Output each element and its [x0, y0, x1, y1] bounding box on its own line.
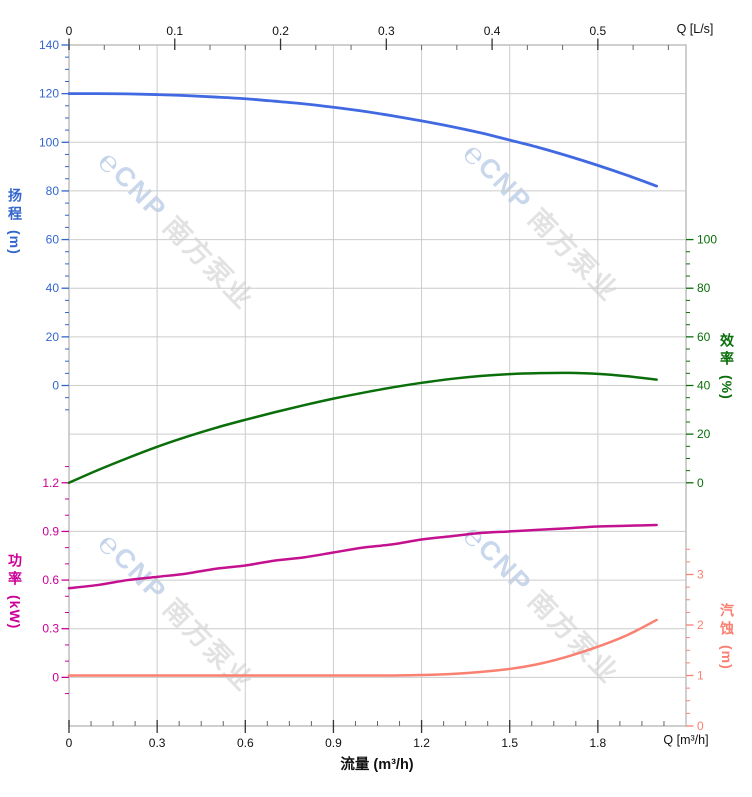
svg-text:100: 100	[39, 135, 59, 149]
top-axis-unit-label: Q [L/s]	[676, 22, 714, 36]
head-axis-unit-text: (m)	[7, 230, 23, 255]
svg-text:80: 80	[46, 184, 60, 198]
svg-text:40: 40	[697, 379, 711, 393]
svg-text:0: 0	[52, 670, 59, 684]
svg-text:20: 20	[697, 427, 711, 441]
svg-text:0.6: 0.6	[237, 736, 254, 750]
head-axis-title: 扬程 (m)	[7, 188, 23, 255]
svg-text:0: 0	[66, 736, 73, 750]
efficiency-axis-title-text: 效率	[719, 333, 735, 369]
power-axis-title-text: 功率	[7, 553, 23, 589]
power-axis-title: 功率 (kW)	[7, 553, 23, 630]
bottom-axis-ticks: 0 0.3 0.6 0.9 1.2 1.5 1.8	[66, 720, 665, 750]
svg-text:100: 100	[697, 233, 717, 247]
svg-text:60: 60	[697, 330, 711, 344]
power-axis-unit-text: (kW)	[7, 595, 23, 630]
svg-text:0.5: 0.5	[590, 24, 607, 38]
head-curve	[67, 92, 659, 188]
head-axis-title-text: 扬程	[7, 188, 23, 224]
svg-text:0.9: 0.9	[42, 524, 59, 538]
svg-text:1.2: 1.2	[413, 736, 430, 750]
efficiency-axis-title: 效率 (%)	[719, 333, 735, 400]
efficiency-axis-ticks: 100 80 60 40 20 0	[686, 233, 717, 490]
svg-text:1.8: 1.8	[590, 736, 607, 750]
grid-lines	[68, 44, 687, 727]
npsh-axis-title-text: 汽蚀	[719, 603, 735, 639]
top-axis-ticks: 0 0.1 0.2 0.3 0.4 0.5	[66, 24, 669, 50]
bottom-axis-unit-label: Q [m³/h]	[663, 733, 709, 747]
svg-text:140: 140	[39, 38, 59, 52]
svg-text:60: 60	[46, 233, 60, 247]
efficiency-curve	[67, 371, 658, 485]
svg-text:0: 0	[52, 379, 59, 393]
svg-text:3: 3	[697, 568, 704, 582]
npsh-axis-unit-text: (m)	[719, 645, 735, 670]
svg-text:0: 0	[697, 476, 704, 490]
svg-text:1.2: 1.2	[42, 476, 59, 490]
npsh-curve	[67, 618, 658, 677]
power-curve	[67, 523, 658, 590]
svg-text:120: 120	[39, 87, 59, 101]
svg-text:80: 80	[697, 281, 711, 295]
svg-text:1: 1	[697, 669, 704, 683]
svg-text:0.6: 0.6	[42, 573, 59, 587]
svg-text:0: 0	[697, 719, 704, 733]
svg-text:0: 0	[66, 24, 73, 38]
svg-text:0.9: 0.9	[325, 736, 342, 750]
npsh-axis-title: 汽蚀 (m)	[719, 603, 735, 670]
svg-text:20: 20	[46, 330, 60, 344]
svg-text:0.3: 0.3	[149, 736, 166, 750]
svg-text:40: 40	[46, 281, 60, 295]
svg-text:0.3: 0.3	[378, 24, 395, 38]
svg-text:2: 2	[697, 618, 704, 632]
svg-text:0.2: 0.2	[272, 24, 289, 38]
svg-text:0.4: 0.4	[484, 24, 501, 38]
x-axis-title: 流量 (m³/h)	[340, 757, 414, 773]
svg-text:1.5: 1.5	[501, 736, 518, 750]
svg-text:0.3: 0.3	[42, 622, 59, 636]
efficiency-axis-unit-text: (%)	[719, 375, 735, 400]
power-axis-ticks: 1.2 0.9 0.6 0.3 0	[42, 466, 69, 695]
npsh-axis-ticks: 3 2 1 0	[686, 548, 704, 733]
head-axis-ticks: 140 120 100 80 60 40 20 0	[39, 38, 69, 411]
svg-text:0.1: 0.1	[166, 24, 183, 38]
